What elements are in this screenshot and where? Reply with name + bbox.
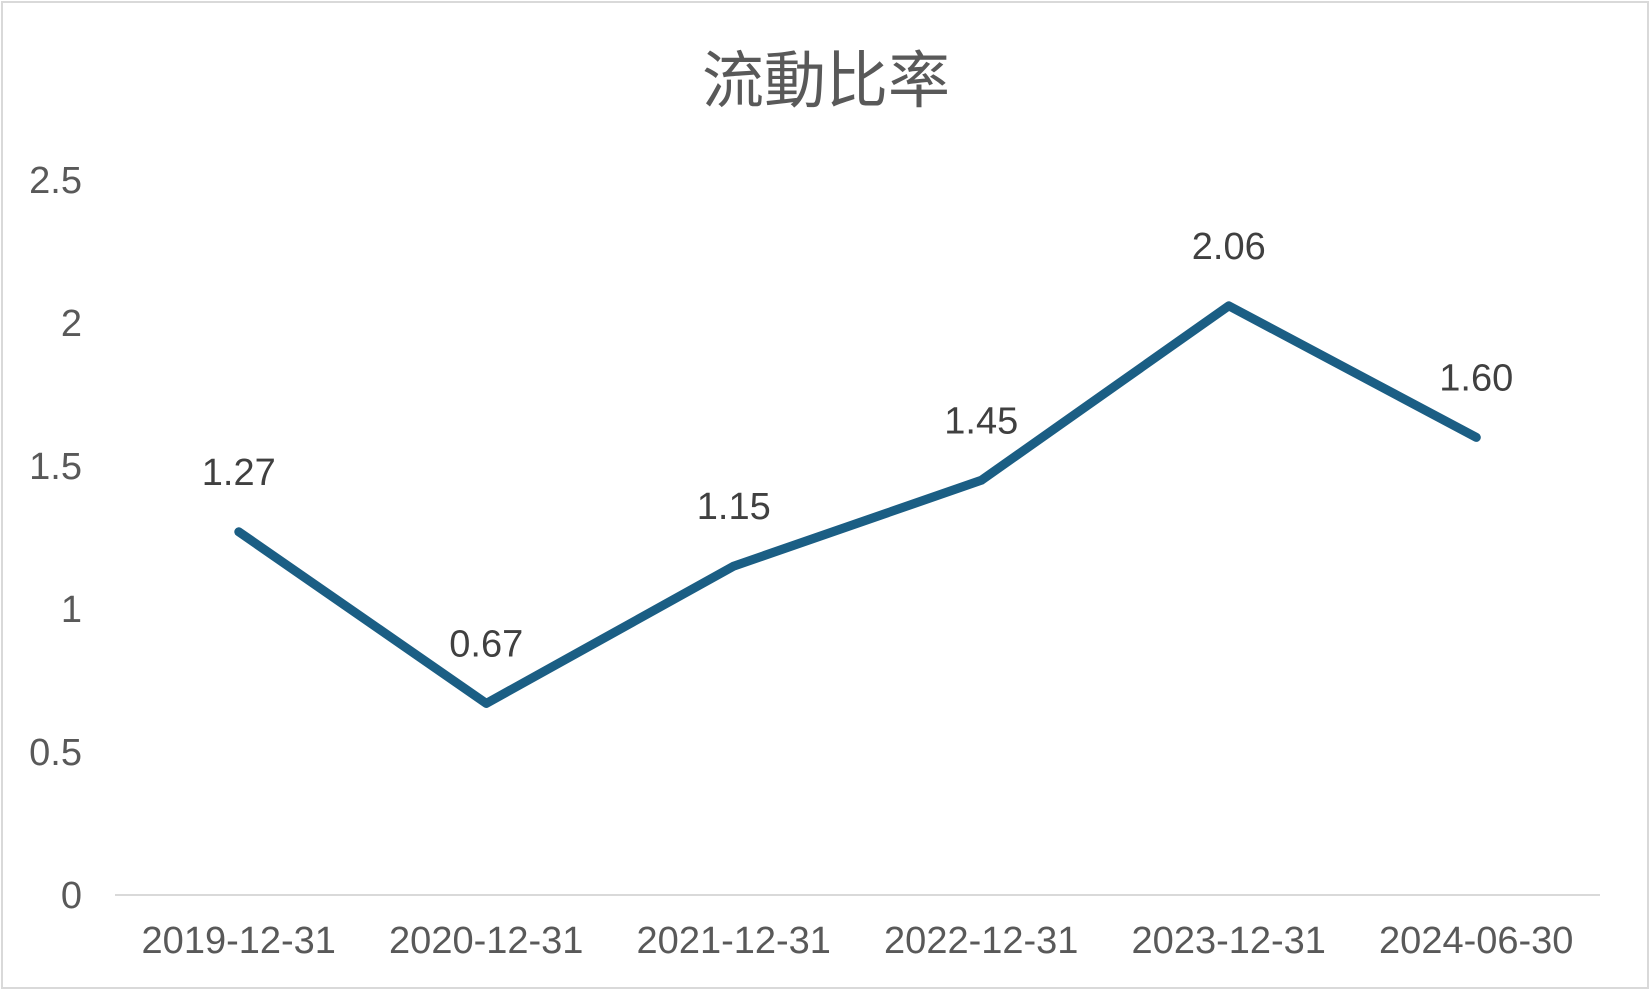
x-tick-label: 2019-12-31 — [142, 920, 336, 962]
chart-title: 流動比率 — [702, 44, 950, 117]
data-point — [485, 702, 488, 705]
x-tick-label: 2023-12-31 — [1132, 920, 1326, 962]
x-tick-label: 2024-06-30 — [1379, 920, 1573, 962]
data-label: 0.67 — [449, 623, 523, 665]
data-point — [1475, 436, 1478, 439]
data-label: 1.27 — [202, 452, 276, 494]
data-point — [732, 565, 735, 568]
x-axis-ticks: 2019-12-31 2020-12-31 2021-12-31 2022-12-31… — [142, 920, 1574, 962]
data-point — [1227, 304, 1230, 307]
x-tick-label: 2020-12-31 — [389, 920, 583, 962]
y-tick-label: 0.5 — [29, 732, 82, 774]
y-tick-label: 1 — [61, 589, 82, 631]
y-axis-ticks: 0 0.5 1 1.5 2 2.5 — [29, 160, 82, 917]
data-labels: 1.27 0.67 1.15 1.45 2.06 1.60 — [202, 226, 1513, 666]
y-tick-label: 2.5 — [29, 160, 82, 202]
x-tick-label: 2022-12-31 — [884, 920, 1078, 962]
y-tick-label: 2 — [61, 303, 82, 345]
data-label: 1.60 — [1439, 357, 1513, 399]
series-layer — [234, 301, 1481, 708]
y-tick-label: 1.5 — [29, 446, 82, 488]
data-label: 1.45 — [944, 400, 1018, 442]
x-tick-label: 2021-12-31 — [637, 920, 831, 962]
data-label: 1.15 — [697, 486, 771, 528]
series-line — [234, 301, 1481, 708]
y-tick-label: 0 — [61, 875, 82, 917]
data-label: 2.06 — [1192, 226, 1266, 268]
data-point — [980, 479, 983, 482]
data-point — [237, 530, 240, 533]
